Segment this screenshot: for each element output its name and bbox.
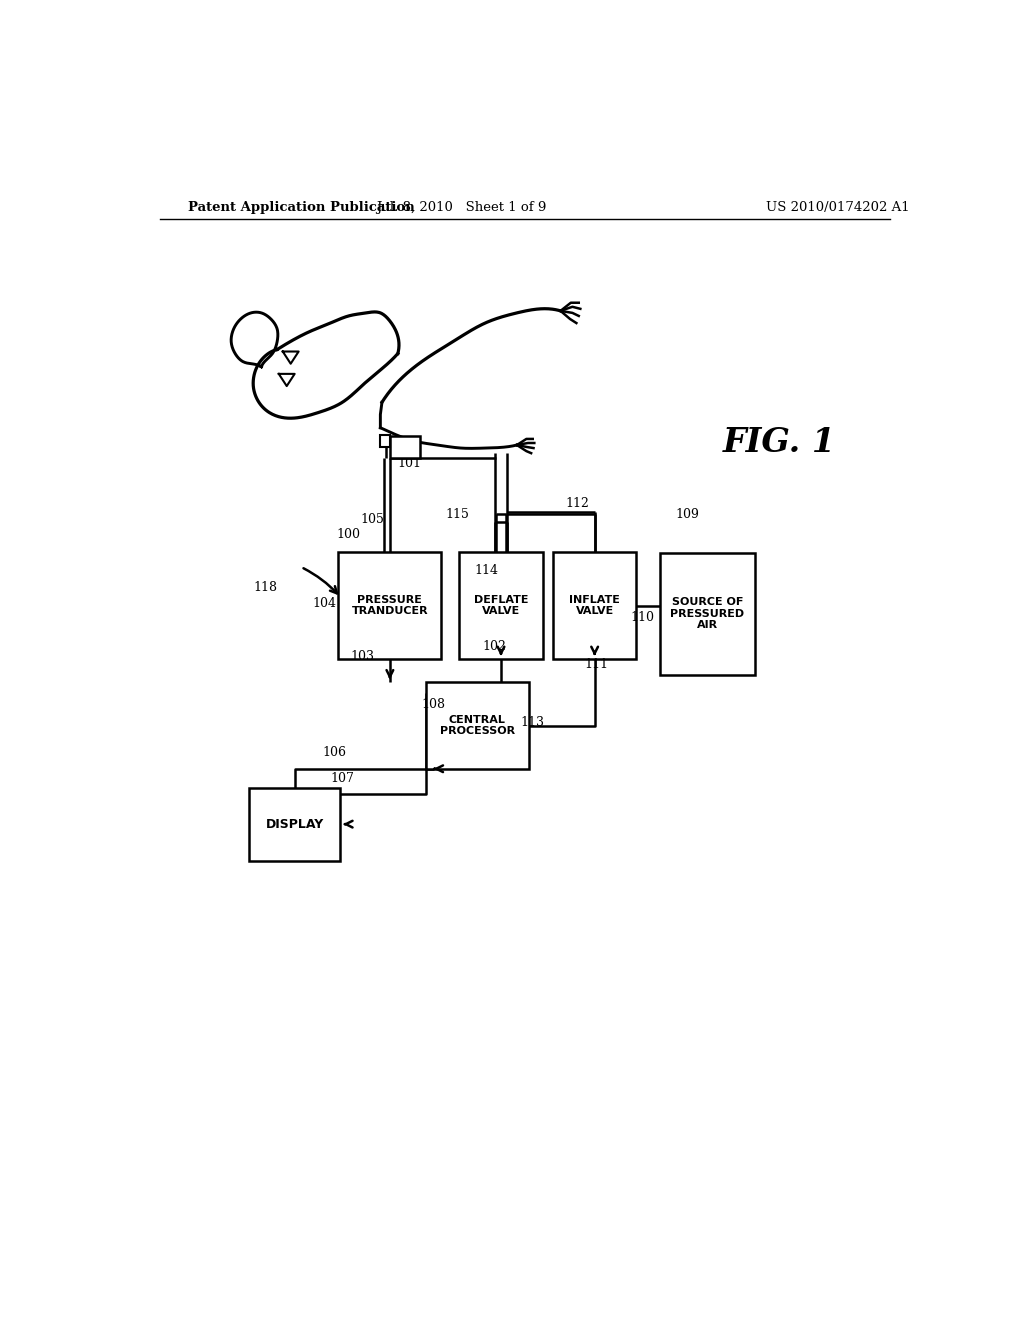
FancyBboxPatch shape xyxy=(338,552,441,659)
Text: 110: 110 xyxy=(630,611,654,624)
FancyBboxPatch shape xyxy=(249,788,340,861)
FancyBboxPatch shape xyxy=(426,682,528,768)
Text: 107: 107 xyxy=(331,772,354,785)
Text: Jul. 8, 2010   Sheet 1 of 9: Jul. 8, 2010 Sheet 1 of 9 xyxy=(376,201,547,214)
Bar xyxy=(390,436,420,458)
Text: 118: 118 xyxy=(253,581,278,594)
Text: PRESSURE
TRANDUCER: PRESSURE TRANDUCER xyxy=(351,595,428,616)
Text: 109: 109 xyxy=(676,508,699,520)
FancyBboxPatch shape xyxy=(460,552,543,659)
Bar xyxy=(380,434,390,447)
Text: 104: 104 xyxy=(312,597,336,610)
Text: 105: 105 xyxy=(360,512,384,525)
Text: 113: 113 xyxy=(521,715,545,729)
Text: 106: 106 xyxy=(323,747,346,759)
Text: FIG. 1: FIG. 1 xyxy=(723,426,837,459)
Text: 114: 114 xyxy=(475,564,499,577)
Text: 103: 103 xyxy=(350,649,374,663)
Text: US 2010/0174202 A1: US 2010/0174202 A1 xyxy=(766,201,910,214)
Text: INFLATE
VALVE: INFLATE VALVE xyxy=(569,595,621,616)
Text: SOURCE OF
PRESSURED
AIR: SOURCE OF PRESSURED AIR xyxy=(671,597,744,631)
FancyBboxPatch shape xyxy=(553,552,636,659)
Text: DEFLATE
VALVE: DEFLATE VALVE xyxy=(474,595,528,616)
Text: 102: 102 xyxy=(482,640,507,653)
Text: 115: 115 xyxy=(445,508,469,520)
FancyBboxPatch shape xyxy=(659,553,755,675)
Text: 101: 101 xyxy=(397,457,422,470)
Text: 100: 100 xyxy=(337,528,360,541)
Text: 112: 112 xyxy=(565,498,589,511)
Text: CENTRAL
PROCESSOR: CENTRAL PROCESSOR xyxy=(439,714,515,737)
Text: DISPLAY: DISPLAY xyxy=(265,817,324,830)
Text: Patent Application Publication: Patent Application Publication xyxy=(187,201,415,214)
Text: 108: 108 xyxy=(422,698,445,710)
Text: 111: 111 xyxy=(585,659,608,671)
